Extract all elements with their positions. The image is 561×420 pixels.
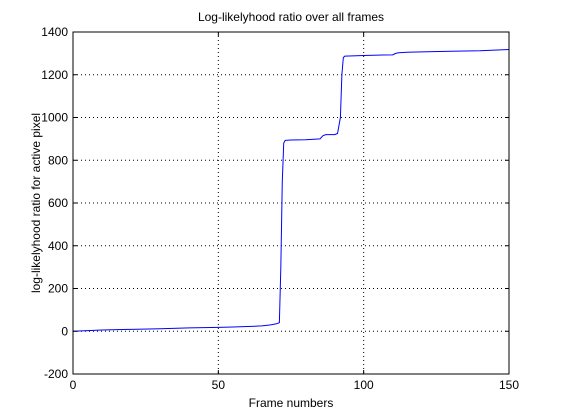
y-tick-label: 1400: [41, 25, 68, 39]
y-tick-label: 1000: [41, 111, 68, 125]
plot-lines: [72, 49, 510, 332]
chart-title: Log-likelyhood ratio over all frames: [198, 10, 384, 24]
y-tick-label: 400: [48, 239, 68, 253]
y-axis-label: log-likelyhood ratio for active pixel: [29, 113, 43, 293]
x-axis-label: Frame numbers: [249, 396, 334, 410]
x-tick-label: 0: [70, 378, 77, 392]
y-tick-label: -200: [44, 367, 68, 381]
y-tick-label: 1200: [41, 68, 68, 82]
x-tick-label: 100: [354, 378, 374, 392]
x-tick-label: 50: [212, 378, 226, 392]
y-tick-label: 800: [48, 153, 68, 167]
y-tick-label: 600: [48, 196, 68, 210]
grid: [73, 32, 509, 374]
ticks: [72, 31, 510, 375]
y-tick-label: 200: [48, 282, 68, 296]
x-tick-label: 150: [499, 378, 519, 392]
series-line-1: [72, 49, 510, 332]
y-tick-label: 0: [61, 324, 68, 338]
